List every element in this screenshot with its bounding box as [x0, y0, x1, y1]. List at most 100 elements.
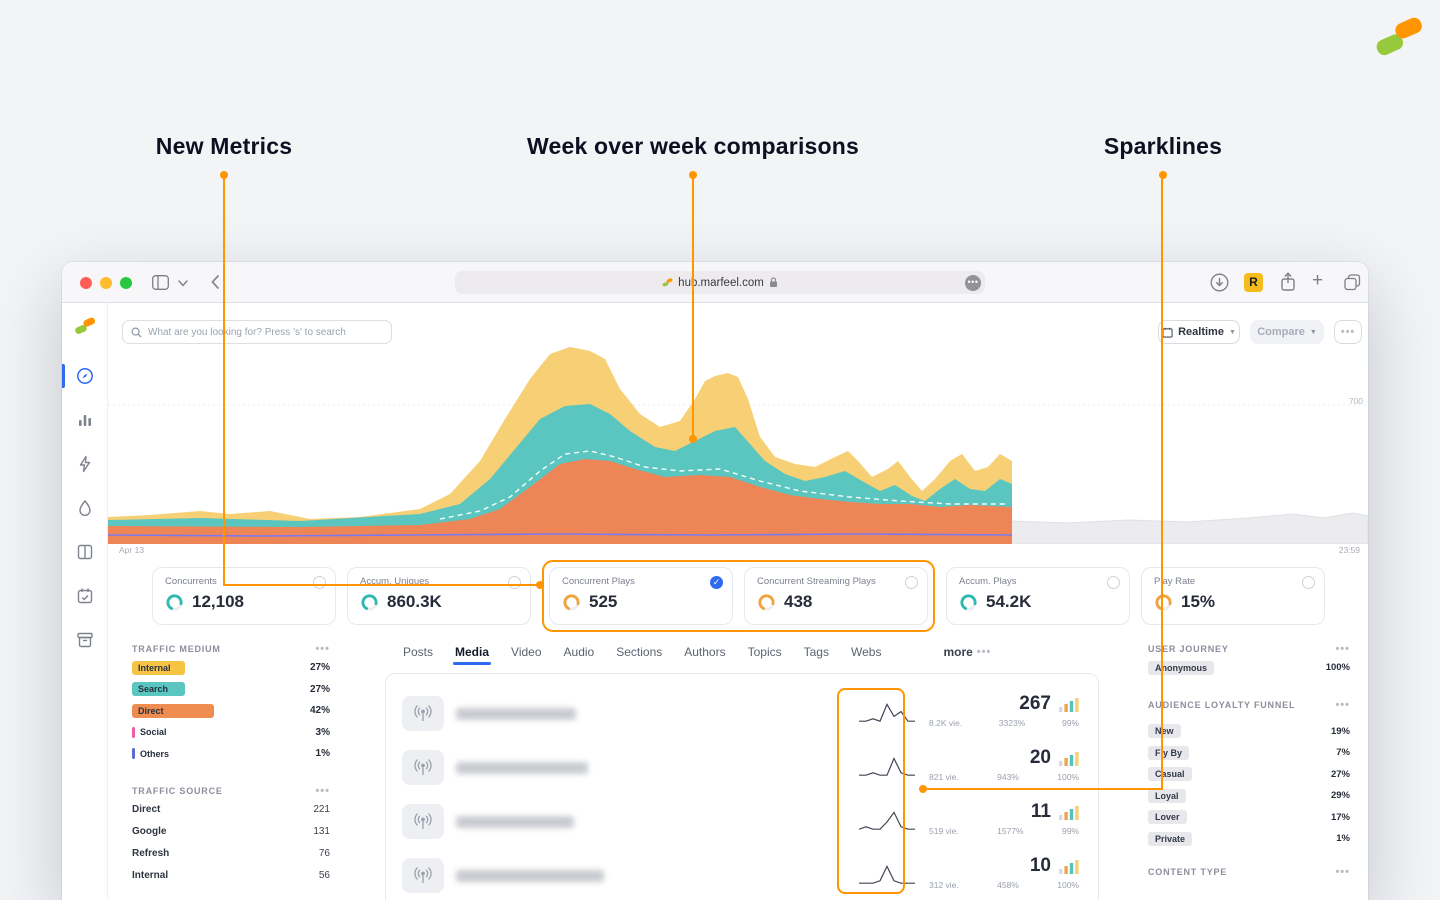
loyalty-item[interactable]: Casual 27%: [1148, 764, 1350, 786]
metric-card-accum-plays[interactable]: Accum. Plays 54.2K: [946, 567, 1130, 625]
traffic-medium-item[interactable]: Direct 42%: [132, 700, 330, 722]
more-icon[interactable]: •••: [1335, 698, 1350, 711]
loyalty-item[interactable]: New 19%: [1148, 721, 1350, 743]
chevron-down-icon[interactable]: [178, 280, 188, 287]
back-icon[interactable]: [210, 274, 220, 290]
tab-webs[interactable]: Webs: [850, 645, 882, 659]
media-row[interactable]: 10 312 vie. 458% 100%: [402, 850, 1082, 900]
compare-button[interactable]: Compare ▼: [1250, 320, 1324, 344]
minimize-window-button[interactable]: [100, 277, 112, 289]
growth-value: 943%: [997, 772, 1019, 782]
rate-value: 100%: [1057, 880, 1079, 890]
user-journey-title: USER JOURNEY: [1148, 644, 1229, 654]
sparkline: [859, 703, 915, 722]
traffic-medium-item[interactable]: Others 1%: [132, 743, 330, 765]
blurred-title: [456, 762, 588, 774]
marfeel-favicon: [662, 278, 673, 287]
lock-icon: [769, 277, 777, 287]
media-stats: 267 8.2K vie. 3323% 99%: [929, 693, 1079, 728]
app-logo[interactable]: [74, 315, 96, 337]
user-journey-item[interactable]: Anonymous 100%: [1148, 657, 1350, 679]
rate-value: 99%: [1061, 718, 1079, 728]
metric-card-radio-1[interactable]: [508, 576, 521, 589]
nav-trending-icon[interactable]: [76, 499, 94, 517]
metric-card-radio-0[interactable]: [313, 576, 326, 589]
media-row[interactable]: 11 519 vie. 1577% 99%: [402, 796, 1082, 850]
global-search[interactable]: [122, 320, 392, 344]
loyalty-item[interactable]: Fly By 7%: [1148, 742, 1350, 764]
chevron-down-icon: ▼: [1309, 328, 1317, 336]
more-icon[interactable]: •••: [315, 784, 330, 797]
blurred-title: [456, 816, 574, 828]
metric-value: 15%: [1181, 592, 1216, 611]
tab-audio[interactable]: Audio: [563, 645, 595, 659]
media-row[interactable]: 267 8.2K vie. 3323% 99%: [402, 688, 1082, 742]
metric-card-accum-uniques[interactable]: Accum. Uniques 860.3K: [347, 567, 531, 625]
new-tab-icon[interactable]: +: [1312, 270, 1324, 291]
traffic-source-item[interactable]: Google 131: [132, 826, 330, 837]
metric-card-radio-2[interactable]: [710, 576, 723, 589]
tab-media[interactable]: Media: [453, 645, 492, 665]
url-bar[interactable]: hub.marfeel.com •••: [455, 271, 985, 294]
sidebar-toggle-icon[interactable]: [152, 275, 169, 290]
sparkline: [859, 865, 915, 884]
annotation-line: [927, 788, 1163, 790]
share-icon[interactable]: [1280, 272, 1296, 292]
traffic-medium-item[interactable]: Internal 27%: [132, 657, 330, 679]
nav-planner-icon[interactable]: [76, 587, 94, 605]
rate-value: 99%: [1061, 826, 1079, 836]
tab-posts[interactable]: Posts: [403, 645, 434, 659]
search-icon: [131, 327, 142, 338]
traffic-medium-item[interactable]: Search 27%: [132, 679, 330, 701]
tab-overview-icon[interactable]: [1344, 274, 1361, 291]
mini-bars-icon: [1059, 805, 1079, 820]
more-icon[interactable]: •••: [1335, 643, 1350, 655]
loyalty-item[interactable]: Loyal 29%: [1148, 785, 1350, 807]
traffic-source-item[interactable]: Refresh 76: [132, 848, 330, 859]
loyalty-item[interactable]: Lover 17%: [1148, 807, 1350, 829]
nav-actions-icon[interactable]: [76, 455, 94, 473]
loyalty-item[interactable]: Private 1%: [1148, 828, 1350, 850]
metric-card-concurrents[interactable]: Concurrents 12,108: [152, 567, 336, 625]
more-icon[interactable]: •••: [1335, 865, 1350, 878]
nav-boards-icon[interactable]: [76, 543, 94, 561]
metric-card-concurrent-plays[interactable]: Concurrent Plays 525: [549, 567, 733, 625]
chart-options-button[interactable]: •••: [1334, 320, 1362, 344]
metric-card-play-rate[interactable]: Play Rate 15%: [1141, 567, 1325, 625]
blurred-title: [456, 870, 604, 882]
metric-card-concurrent-streaming-plays[interactable]: Concurrent Streaming Plays 438: [744, 567, 928, 625]
tab-topics[interactable]: Topics: [747, 645, 782, 659]
metric-card-radio-5[interactable]: [1302, 576, 1315, 589]
search-input[interactable]: [148, 326, 383, 338]
traffic-source-item[interactable]: Internal 56: [132, 870, 330, 881]
traffic-medium-bar: Direct: [132, 703, 214, 718]
annotation-dot: [536, 581, 544, 589]
metric-label: Accum. Uniques: [360, 576, 430, 587]
extension-r-icon[interactable]: R: [1244, 273, 1263, 292]
zoom-window-button[interactable]: [120, 277, 132, 289]
tab-video[interactable]: Video: [511, 645, 542, 659]
realtime-selector-button[interactable]: Realtime ▼: [1158, 320, 1240, 344]
tab-sections[interactable]: Sections: [616, 645, 663, 659]
content-type-title: CONTENT TYPE: [1148, 866, 1228, 877]
nav-archive-icon[interactable]: [76, 631, 94, 649]
tab-more[interactable]: more •••: [943, 645, 992, 659]
media-stats: 10 312 vie. 458% 100%: [929, 855, 1079, 890]
page-settings-icon[interactable]: •••: [965, 274, 981, 291]
nav-explore-icon[interactable]: [76, 367, 94, 385]
downloads-icon[interactable]: [1210, 273, 1229, 292]
close-window-button[interactable]: [80, 277, 92, 289]
media-row[interactable]: 20 821 vie. 943% 100%: [402, 742, 1082, 796]
annotation-line: [692, 178, 694, 436]
realtime-area-chart[interactable]: 700: [108, 344, 1368, 544]
more-icon[interactable]: •••: [315, 643, 330, 655]
metric-card-radio-4[interactable]: [1107, 576, 1120, 589]
traffic-source-item[interactable]: Direct 221: [132, 804, 330, 815]
tab-tags[interactable]: Tags: [803, 645, 829, 659]
nav-analytics-icon[interactable]: [76, 411, 94, 429]
traffic-medium-item[interactable]: Social 3%: [132, 722, 330, 744]
traffic-medium-bar: Internal: [132, 660, 185, 675]
tab-authors[interactable]: Authors: [684, 645, 726, 659]
metric-card-radio-3[interactable]: [905, 576, 918, 589]
